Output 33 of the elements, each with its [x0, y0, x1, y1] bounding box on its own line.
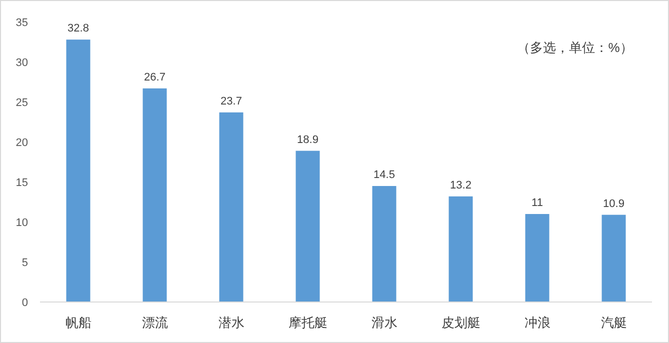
bar — [525, 214, 550, 302]
bar — [66, 40, 90, 302]
y-tick-label: 5 — [22, 257, 28, 269]
bar — [296, 150, 320, 302]
data-label: 10.9 — [603, 198, 624, 210]
y-tick-label: 30 — [16, 57, 28, 69]
bar — [219, 112, 244, 302]
data-label: 18.9 — [297, 134, 318, 146]
data-label: 26.7 — [144, 71, 166, 84]
y-tick-label: 25 — [16, 97, 28, 109]
x-tick-label: 皮划艇 — [441, 315, 480, 330]
x-tick-label: 漂流 — [142, 315, 168, 330]
data-label: 13.2 — [450, 179, 472, 192]
y-tick-label: 20 — [16, 137, 28, 149]
data-label: 23.7 — [220, 95, 242, 108]
annotation: （多选，单位：%） — [517, 40, 633, 55]
y-tick-label: 0 — [22, 297, 28, 309]
data-label: 32.8 — [68, 22, 89, 35]
x-tick-label: 汽艇 — [600, 315, 627, 330]
y-tick-label: 10 — [16, 217, 28, 229]
y-tick-label: 15 — [16, 177, 28, 189]
bar — [448, 196, 473, 302]
x-tick-label: 摩托艇 — [288, 315, 328, 330]
bar — [372, 186, 396, 302]
data-label: 11 — [532, 197, 543, 209]
y-tick-label: 35 — [16, 17, 28, 29]
x-tick-label: 潜水 — [218, 315, 244, 330]
bar — [142, 88, 167, 302]
x-tick-label: 冲浪 — [524, 315, 550, 330]
bar — [602, 214, 626, 302]
data-label: 14.5 — [374, 169, 395, 181]
x-tick-label: 滑水 — [371, 315, 398, 330]
x-tick-label: 帆船 — [65, 315, 92, 330]
